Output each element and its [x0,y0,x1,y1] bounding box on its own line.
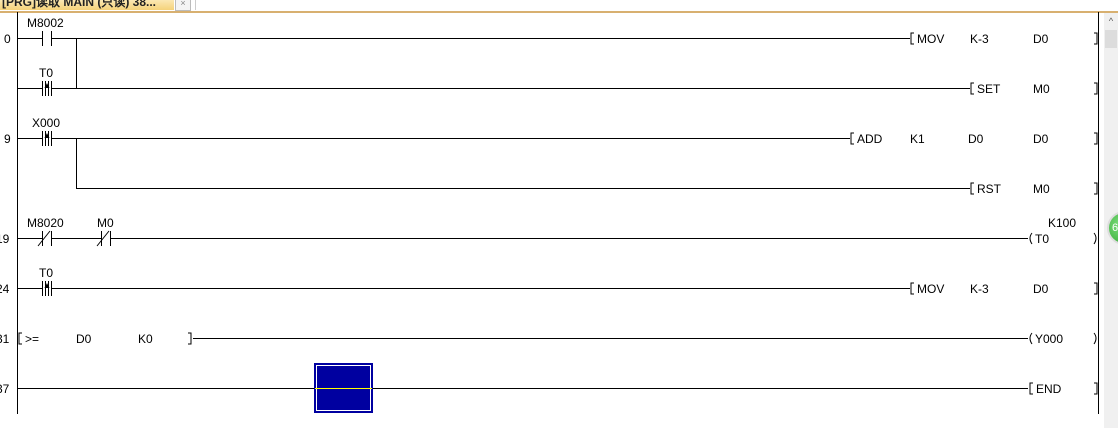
tab-strip-empty [195,0,1118,10]
instruction-arg: D0 [968,132,984,146]
coil-device[interactable]: T0 [1035,232,1049,246]
instruction-op[interactable]: SET [977,82,1001,96]
instruction-op[interactable]: MOV [917,282,944,296]
instruction-arg: M0 [1033,82,1050,96]
tab-bar: [PRG]读取 MAIN (只读) 38... × [0,0,1118,13]
step-number: 31 [0,332,10,346]
compare-op[interactable]: >= [25,332,39,346]
contact-label[interactable]: T0 [39,266,53,280]
compare-arg: D0 [76,332,92,346]
instruction-arg: D0 [1033,132,1049,146]
step-number: 24 [0,282,10,296]
step-number: 0 [4,32,11,46]
step-number: 37 [0,382,10,396]
coil-device[interactable]: Y000 [1035,332,1063,346]
instruction-arg: K-3 [970,282,989,296]
step-number: 9 [4,132,11,146]
step-number: 19 [0,232,10,246]
tab-close-button[interactable]: × [175,0,191,11]
instruction-arg: D0 [1033,32,1049,46]
contact-label[interactable]: X000 [32,116,60,130]
instruction-op[interactable]: RST [977,182,1002,196]
instruction-arg: K-3 [970,32,989,46]
instruction-arg: D0 [1033,282,1049,296]
contact-label[interactable]: M0 [97,216,114,230]
contact-label[interactable]: M8020 [27,216,64,230]
contact-label[interactable]: M8002 [27,16,64,30]
instruction-op[interactable]: END [1036,382,1062,396]
compare-arg: K0 [138,332,153,346]
instruction-arg: K1 [910,132,925,146]
instruction-arg: M0 [1033,182,1050,196]
scroll-up-icon[interactable]: ^ [1108,16,1114,26]
instruction-op[interactable]: MOV [917,32,944,46]
contact-label[interactable]: T0 [39,66,53,80]
tab-program-main[interactable]: [PRG]读取 MAIN (只读) 38... [0,0,174,10]
coil-setting: K100 [1048,216,1076,230]
scroll-thumb[interactable] [1105,30,1117,48]
instruction-op[interactable]: ADD [857,132,883,146]
